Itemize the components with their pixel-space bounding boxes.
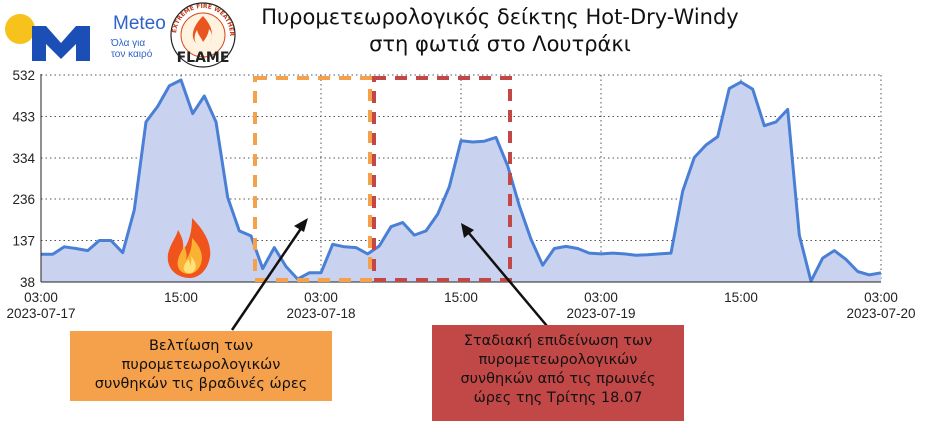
red-arrow bbox=[461, 223, 548, 327]
flame-logo: EXTREME FIRE WEATHER & FIRE BEHAVIOUR FL… bbox=[168, 2, 236, 68]
y-tick-label: 433 bbox=[12, 109, 35, 124]
flame-logo-fire-icon bbox=[192, 16, 212, 43]
y-tick-label: 137 bbox=[12, 234, 35, 249]
meteo-logo-m bbox=[32, 26, 90, 61]
x-tick-time: 03:00 bbox=[584, 290, 618, 305]
chart-title-line2: στη φωτιά στο Λουτράκι bbox=[369, 32, 631, 56]
fire-icon bbox=[167, 218, 211, 278]
hdw-series-line bbox=[41, 78, 882, 283]
red-annotation-line1: Σταδιακή επιδείνωση των bbox=[463, 333, 653, 349]
meteo-logo-name: Meteo bbox=[113, 13, 166, 34]
x-tick-time: 03:00 bbox=[24, 290, 58, 305]
x-tick-date: 2023-07-20 bbox=[846, 306, 915, 321]
x-tick-time: 15:00 bbox=[164, 290, 198, 305]
x-tick-time: 15:00 bbox=[724, 290, 758, 305]
y-tick-label: 236 bbox=[12, 192, 35, 207]
x-tick-time: 03:00 bbox=[864, 290, 898, 305]
meteo-logo bbox=[5, 14, 90, 61]
y-tick-label: 532 bbox=[12, 68, 35, 83]
x-tick-date: 2023-07-17 bbox=[6, 306, 75, 321]
orange-annotation-line3: συνθηκών τις βραδινές ώρες bbox=[94, 376, 308, 392]
hdw-area-fill bbox=[41, 80, 881, 282]
x-tick-date: 2023-07-18 bbox=[286, 306, 355, 321]
orange-highlight-box bbox=[253, 76, 372, 282]
y-tick-label: 334 bbox=[12, 151, 35, 166]
red-highlight-box bbox=[372, 76, 512, 282]
meteo-logo-sun bbox=[5, 14, 35, 44]
meteo-logo-tagline: Όλα για τον καιρό bbox=[111, 38, 171, 60]
meteo-tagline-line1: Όλα για bbox=[111, 38, 146, 49]
meteo-tagline-line2: τον καιρό bbox=[111, 49, 153, 60]
chart-title-line1: Πυρομετεωρολογικός δείκτης Hot-Dry-Windy bbox=[261, 5, 739, 29]
red-annotation-line3: συνθηκών από τις πρωινές bbox=[460, 371, 656, 387]
flame-logo-word: FLAME bbox=[177, 50, 230, 66]
y-tick-label: 38 bbox=[20, 275, 35, 290]
orange-annotation-line1: Βελτίωση των bbox=[148, 338, 254, 354]
red-annotation-box: Σταδιακή επιδείνωση των πυρομετεωρολογικ… bbox=[432, 325, 684, 421]
chart-title: Πυρομετεωρολογικός δείκτης Hot-Dry-Windy… bbox=[230, 4, 770, 58]
x-tick-time: 03:00 bbox=[304, 290, 338, 305]
orange-annotation-line2: πυρομετεωρολογικών bbox=[121, 357, 281, 373]
x-tick-time: 15:00 bbox=[444, 290, 478, 305]
orange-annotation-box: Βελτίωση των πυρομετεωρολογικών συνθηκών… bbox=[70, 331, 332, 401]
x-tick-date: 2023-07-19 bbox=[566, 306, 635, 321]
red-annotation-line4: ώρες της Τρίτης 18.07 bbox=[473, 390, 643, 406]
red-annotation-line2: πυρομετεωρολογικών bbox=[478, 352, 638, 368]
orange-arrow bbox=[230, 218, 308, 331]
y-tick-labels: 38 137 236 334 433 532 bbox=[12, 68, 35, 290]
